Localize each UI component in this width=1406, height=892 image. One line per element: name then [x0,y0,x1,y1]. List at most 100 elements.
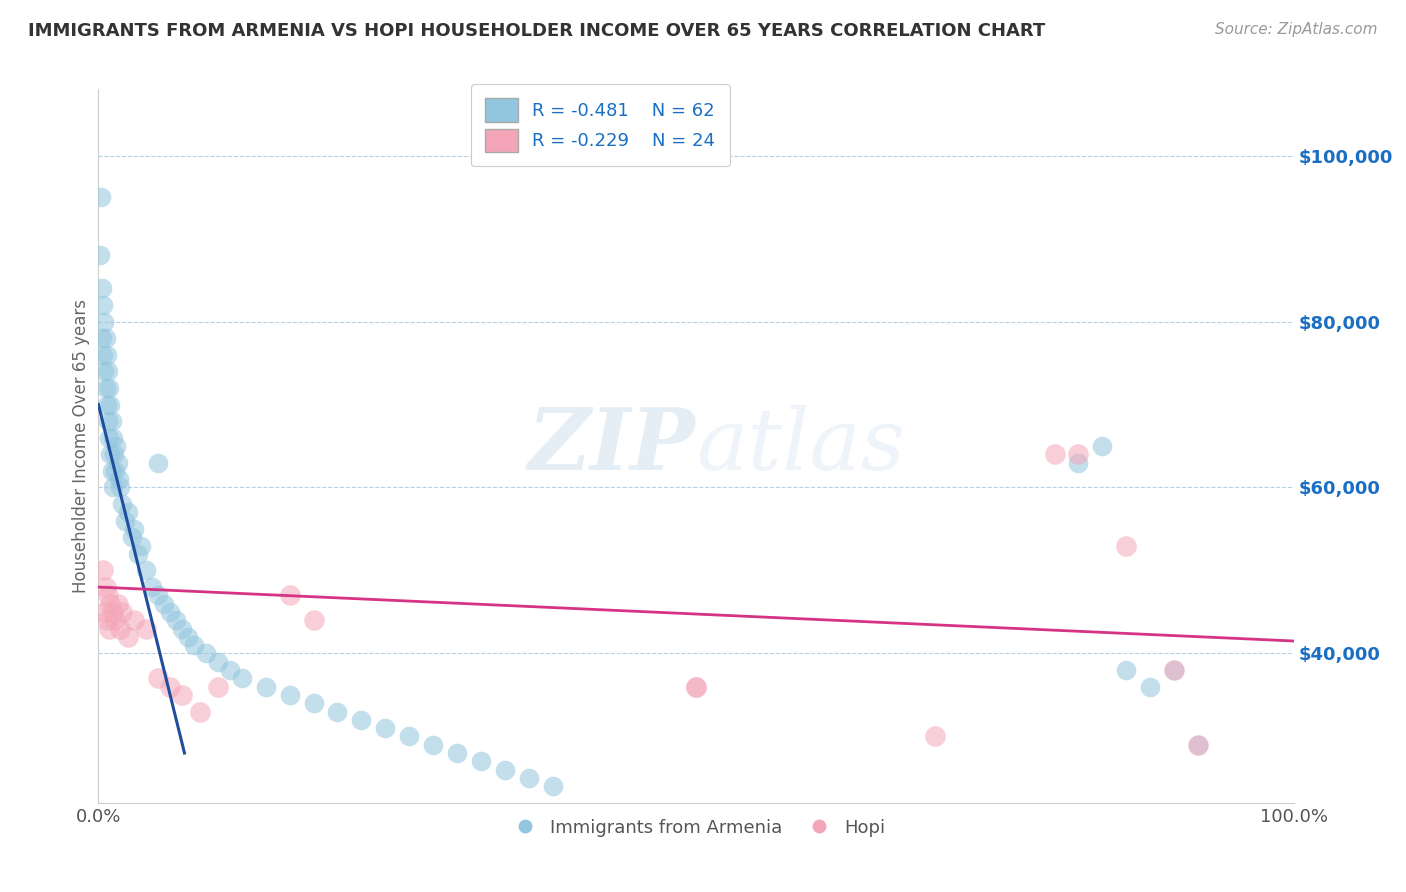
Point [374,721,396,735]
Point [422,738,444,752]
Point [91,298,114,312]
Point [124,613,146,627]
Point [98,381,121,395]
Point [131,539,153,553]
Point [107,472,129,486]
Text: atlas: atlas [696,405,905,487]
Point [1115,539,1137,553]
Point [98,431,121,445]
Point [188,705,211,719]
Point [98,597,122,611]
Point [278,588,301,602]
Point [94,580,117,594]
Point [326,705,349,719]
Point [924,730,946,744]
Point [207,680,229,694]
Point [93,364,115,378]
Point [117,505,139,519]
Text: Source: ZipAtlas.com: Source: ZipAtlas.com [1215,22,1378,37]
Point [98,447,122,461]
Point [172,688,194,702]
Point [1139,680,1161,694]
Point [685,680,707,694]
Point [207,655,229,669]
Point [1091,439,1114,453]
Point [111,497,134,511]
Point [93,314,115,328]
Point [470,754,492,768]
Point [108,481,131,495]
Point [350,713,373,727]
Point [165,613,187,627]
Point [90,190,112,204]
Point [121,530,143,544]
Point [98,622,121,636]
Point [183,638,205,652]
Point [278,688,301,702]
Point [94,381,117,395]
Point [107,597,129,611]
Point [302,696,325,710]
Point [105,439,128,453]
Point [153,597,176,611]
Y-axis label: Householder Income Over 65 years: Householder Income Over 65 years [72,299,90,593]
Point [541,779,564,793]
Point [94,331,117,345]
Point [89,248,111,262]
Point [104,464,127,478]
Point [148,456,170,470]
Point [1043,447,1066,461]
Point [1115,663,1137,677]
Point [124,522,146,536]
Point [517,771,540,785]
Point [107,456,129,470]
Point [159,680,181,694]
Point [127,547,149,561]
Point [104,613,127,627]
Point [302,613,325,627]
Text: ZIP: ZIP [529,404,696,488]
Point [101,605,124,619]
Point [135,564,157,578]
Point [111,605,134,619]
Point [97,588,120,602]
Point [96,397,118,411]
Point [135,622,157,636]
Point [148,671,170,685]
Point [114,514,136,528]
Point [494,763,516,777]
Point [91,564,114,578]
Text: IMMIGRANTS FROM ARMENIA VS HOPI HOUSEHOLDER INCOME OVER 65 YEARS CORRELATION CHA: IMMIGRANTS FROM ARMENIA VS HOPI HOUSEHOL… [28,22,1046,40]
Point [1067,447,1090,461]
Point [91,348,114,362]
Point [177,630,200,644]
Point [1187,738,1209,752]
Point [685,680,707,694]
Point [100,414,122,428]
Point [97,414,120,428]
Point [159,605,181,619]
Point [172,622,194,636]
Point [96,613,118,627]
Point [93,605,115,619]
Point [1187,738,1209,752]
Point [254,680,277,694]
Point [103,447,125,461]
Legend: Immigrants from Armenia, Hopi: Immigrants from Armenia, Hopi [499,812,893,844]
Point [398,730,420,744]
Point [100,464,122,478]
Point [91,331,114,345]
Point [219,663,242,677]
Point [446,746,468,760]
Point [195,647,218,661]
Point [108,622,131,636]
Point [101,431,124,445]
Point [101,481,124,495]
Point [91,281,114,295]
Point [1163,663,1185,677]
Point [1163,663,1185,677]
Point [117,630,139,644]
Point [96,348,118,362]
Point [231,671,253,685]
Point [1067,456,1090,470]
